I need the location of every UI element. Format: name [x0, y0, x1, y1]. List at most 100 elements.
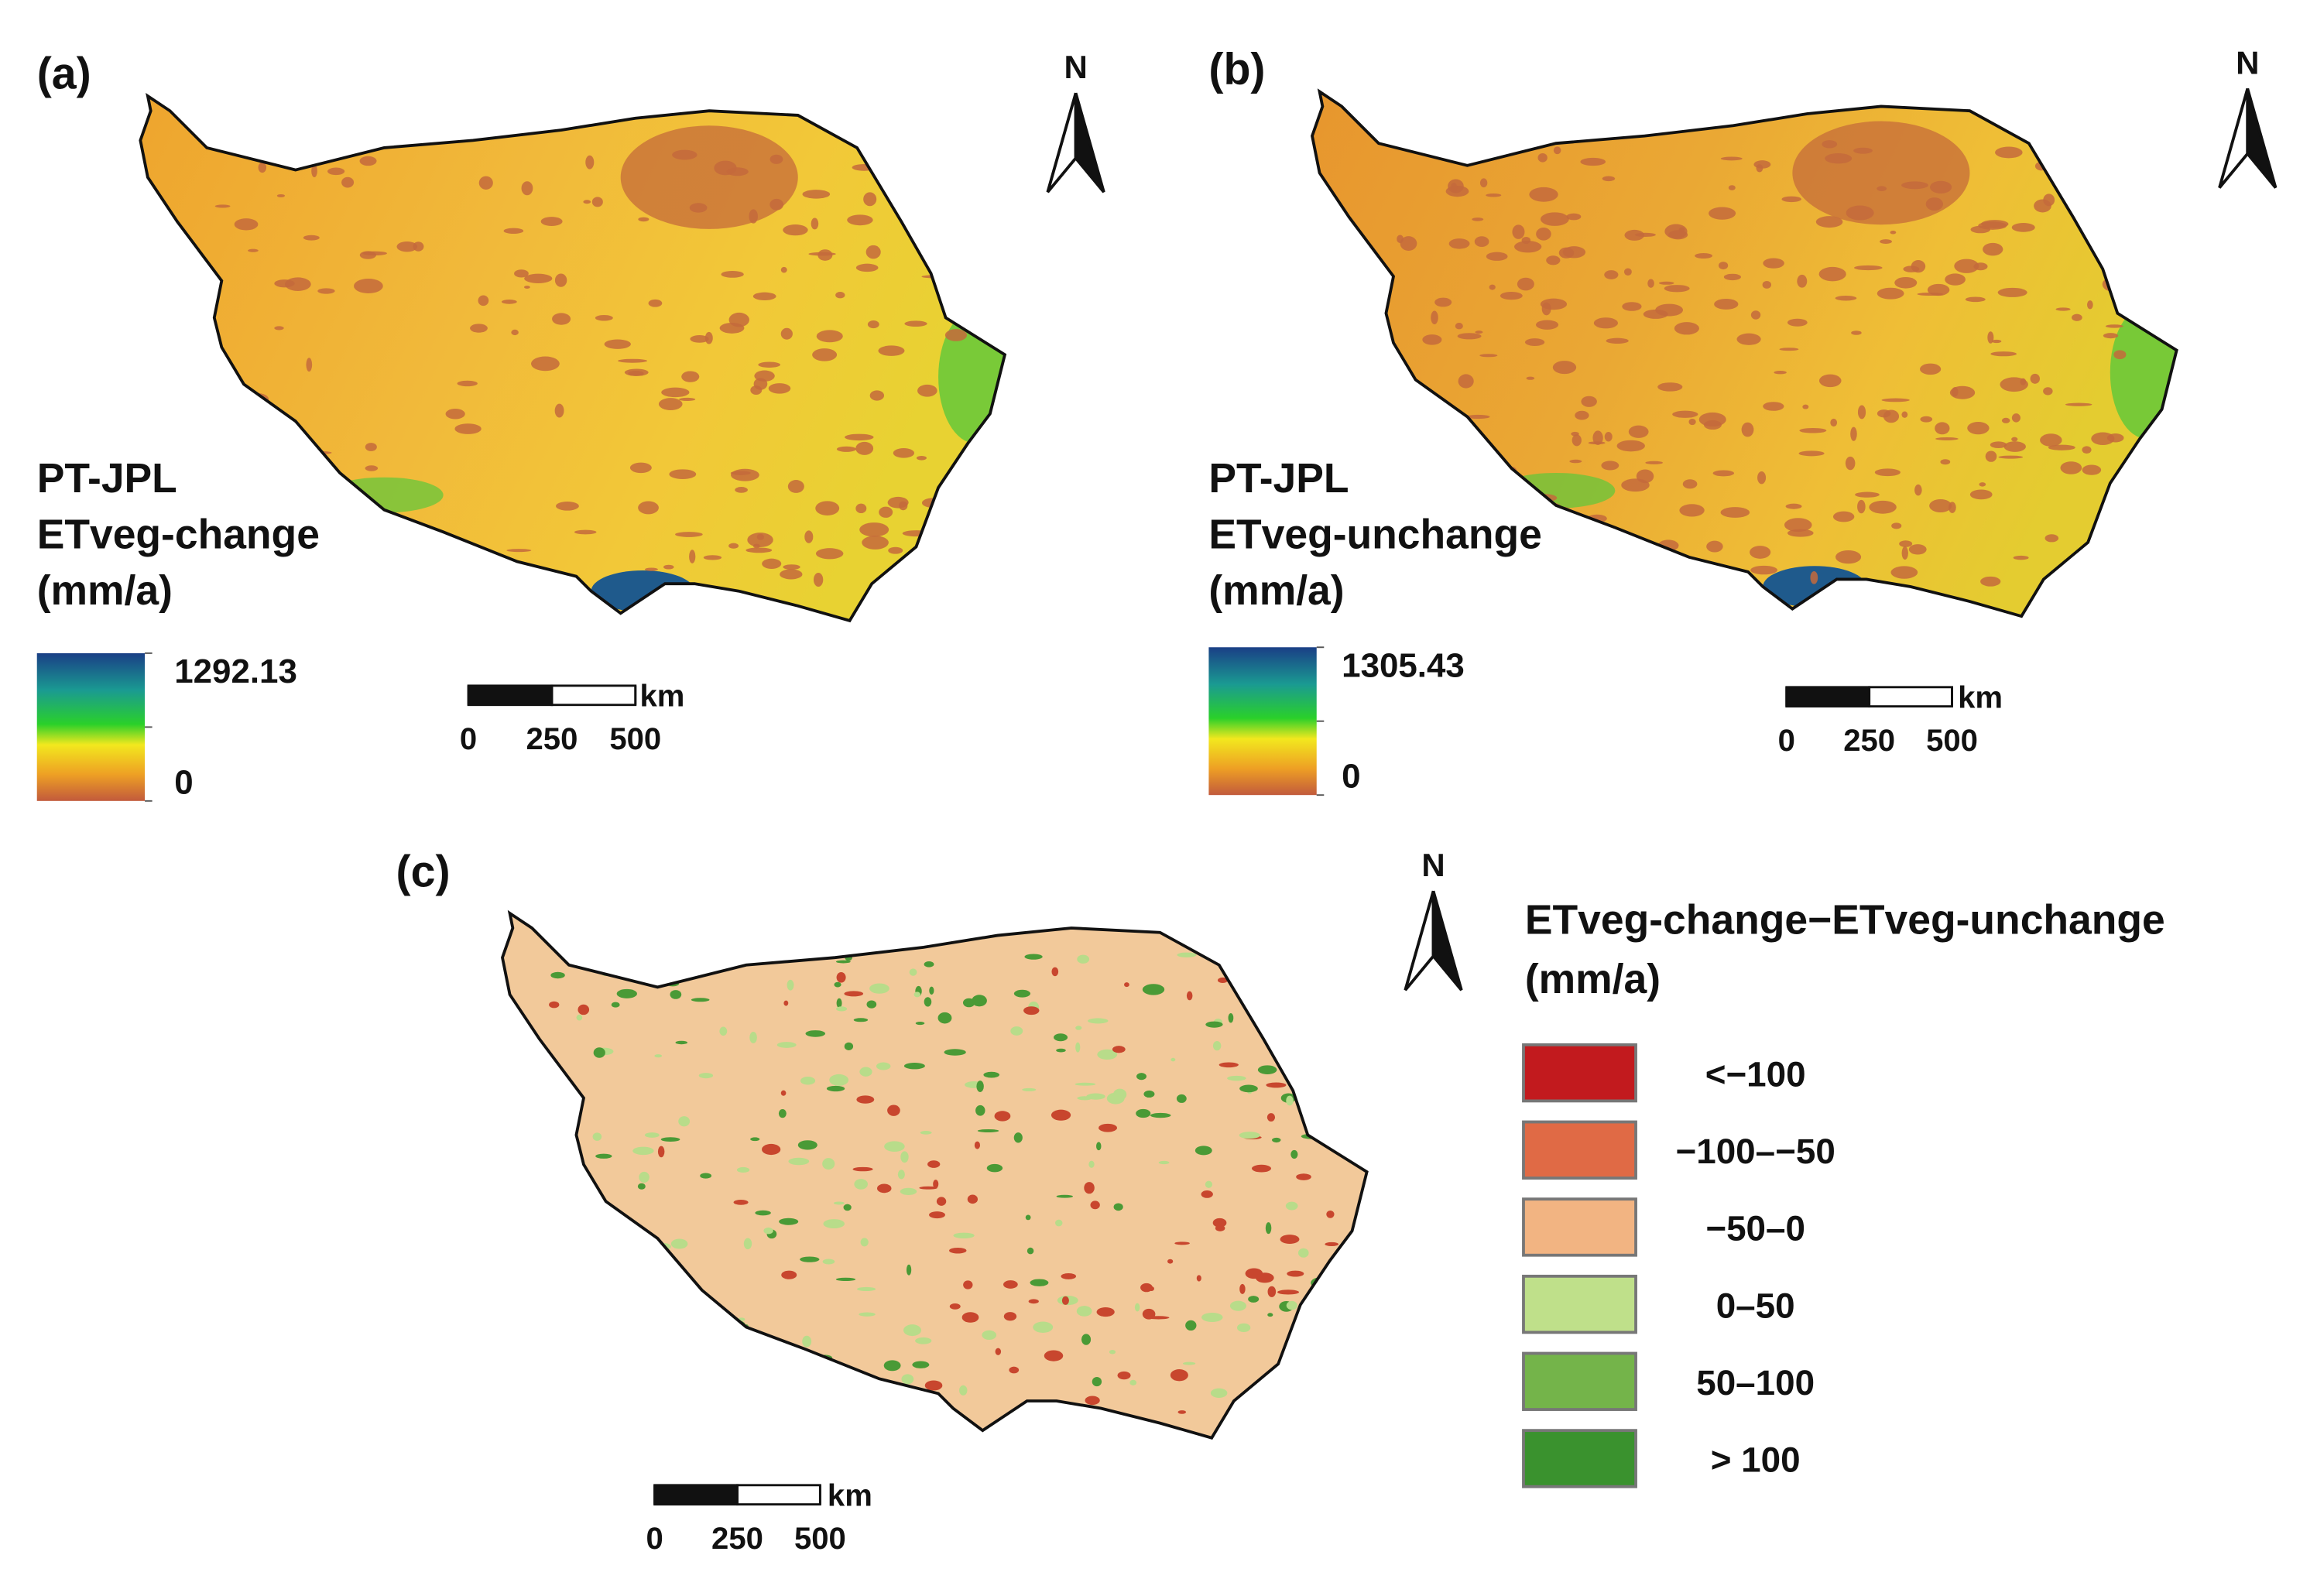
region-map: [1312, 91, 2177, 617]
texture-spot: [1835, 550, 1862, 564]
texture-spot: [1899, 540, 1913, 547]
texture-spot: [1845, 456, 1856, 471]
texture-spot: [1186, 991, 1193, 1001]
texture-spot: [1891, 522, 1902, 529]
texture-spot: [595, 1250, 618, 1254]
texture-spot: [566, 1344, 578, 1351]
texture-spot: [1894, 276, 1918, 289]
texture-spot: [1762, 280, 1772, 289]
texture-spot: [1810, 570, 1818, 584]
texture-spot: [1084, 1182, 1095, 1194]
texture-spot: [1297, 1248, 1309, 1258]
texture-spot: [1056, 1048, 1066, 1053]
texture-spot: [585, 155, 595, 170]
texture-spot: [311, 164, 317, 178]
texture-spot: [750, 385, 763, 396]
texture-spot: [1874, 468, 1901, 477]
texture-spot: [1174, 1242, 1190, 1245]
texture-spot: [1088, 1160, 1095, 1168]
texture-spot: [781, 1270, 797, 1279]
texture-spot: [1109, 1349, 1116, 1355]
texture-spot: [1552, 361, 1577, 375]
texture-spot: [1787, 318, 1808, 327]
texture-spot: [248, 483, 272, 495]
texture-spot: [776, 1042, 797, 1048]
texture-spot: [1655, 303, 1684, 317]
texture-spot: [644, 967, 663, 972]
texture-spot: [1750, 546, 1771, 559]
scale-label: 500: [1926, 724, 1978, 758]
texture-spot: [886, 168, 901, 176]
colorbar-max: 1292.13: [174, 652, 297, 690]
texture-spot: [904, 320, 927, 327]
texture-spot: [1448, 238, 1470, 249]
texture-spot: [855, 441, 874, 455]
texture-spot: [1935, 422, 1950, 435]
texture-spot: [769, 154, 783, 164]
texture-spot: [608, 1344, 619, 1348]
texture-spot: [536, 1347, 544, 1354]
texture-spot: [1442, 412, 1455, 416]
texture-spot: [923, 170, 931, 176]
legend-label: −50–0: [1705, 1209, 1805, 1248]
texture-spot: [1311, 1080, 1323, 1087]
texture-spot: [1890, 566, 1918, 579]
green-area: [1496, 472, 1616, 509]
texture-spot: [1147, 1316, 1170, 1320]
texture-spot: [635, 1402, 648, 1413]
texture-spot: [1136, 1108, 1151, 1118]
texture-spot: [1215, 1224, 1225, 1231]
texture-spot: [1718, 262, 1729, 270]
texture-spot: [703, 555, 722, 560]
texture-spot: [679, 397, 696, 402]
texture-spot: [1400, 236, 1417, 252]
texture-spot: [547, 1278, 570, 1289]
texture-spot: [1553, 146, 1561, 155]
dry-area: [1792, 121, 1970, 225]
texture-spot: [1056, 1194, 1074, 1198]
texture-spot: [855, 503, 867, 514]
texture-spot: [750, 1137, 760, 1142]
texture-spot: [1545, 564, 1554, 570]
texture-spot: [2060, 461, 2082, 474]
texture-spot: [1881, 398, 1910, 402]
texture-spot: [903, 1063, 925, 1070]
texture-spot: [1581, 396, 1597, 407]
texture-spot: [816, 330, 843, 343]
texture-spot: [1908, 544, 1927, 555]
texture-spot: [802, 1335, 812, 1348]
texture-spot: [829, 1074, 849, 1086]
scale-segment: [736, 1484, 821, 1506]
region-fill: [1312, 91, 2177, 617]
texture-spot: [1980, 576, 2001, 587]
texture-spot: [1526, 376, 1535, 380]
texture-spot: [944, 329, 968, 341]
texture-spot: [354, 278, 383, 293]
texture-spot: [583, 200, 591, 204]
texture-spot: [618, 1276, 633, 1281]
texture-spot: [936, 1197, 947, 1206]
texture-spot: [1176, 1094, 1187, 1103]
texture-spot: [1935, 437, 1959, 440]
texture-spot: [916, 455, 927, 461]
texture-spot: [2072, 313, 2082, 321]
texture-spot: [728, 543, 739, 549]
texture-spot: [629, 1402, 639, 1410]
texture-spot: [1287, 1270, 1304, 1277]
texture-spot: [1540, 298, 1568, 310]
texture-spot: [1252, 1164, 1271, 1173]
texture-spot: [749, 1031, 757, 1043]
texture-spot: [1124, 982, 1129, 988]
texture-spot: [638, 217, 650, 222]
texture-spot: [1945, 273, 1966, 286]
texture-spot: [863, 192, 877, 207]
texture-spot: [1113, 1203, 1123, 1211]
texture-spot: [1558, 247, 1575, 259]
texture-spot: [1267, 1286, 1277, 1297]
texture-spot: [1781, 196, 1801, 203]
texture-spot: [1854, 265, 1883, 271]
texture-spot: [1003, 1312, 1017, 1321]
texture-spot: [959, 1385, 968, 1396]
texture-spot: [2106, 188, 2127, 198]
texture-spot: [1025, 1214, 1031, 1221]
